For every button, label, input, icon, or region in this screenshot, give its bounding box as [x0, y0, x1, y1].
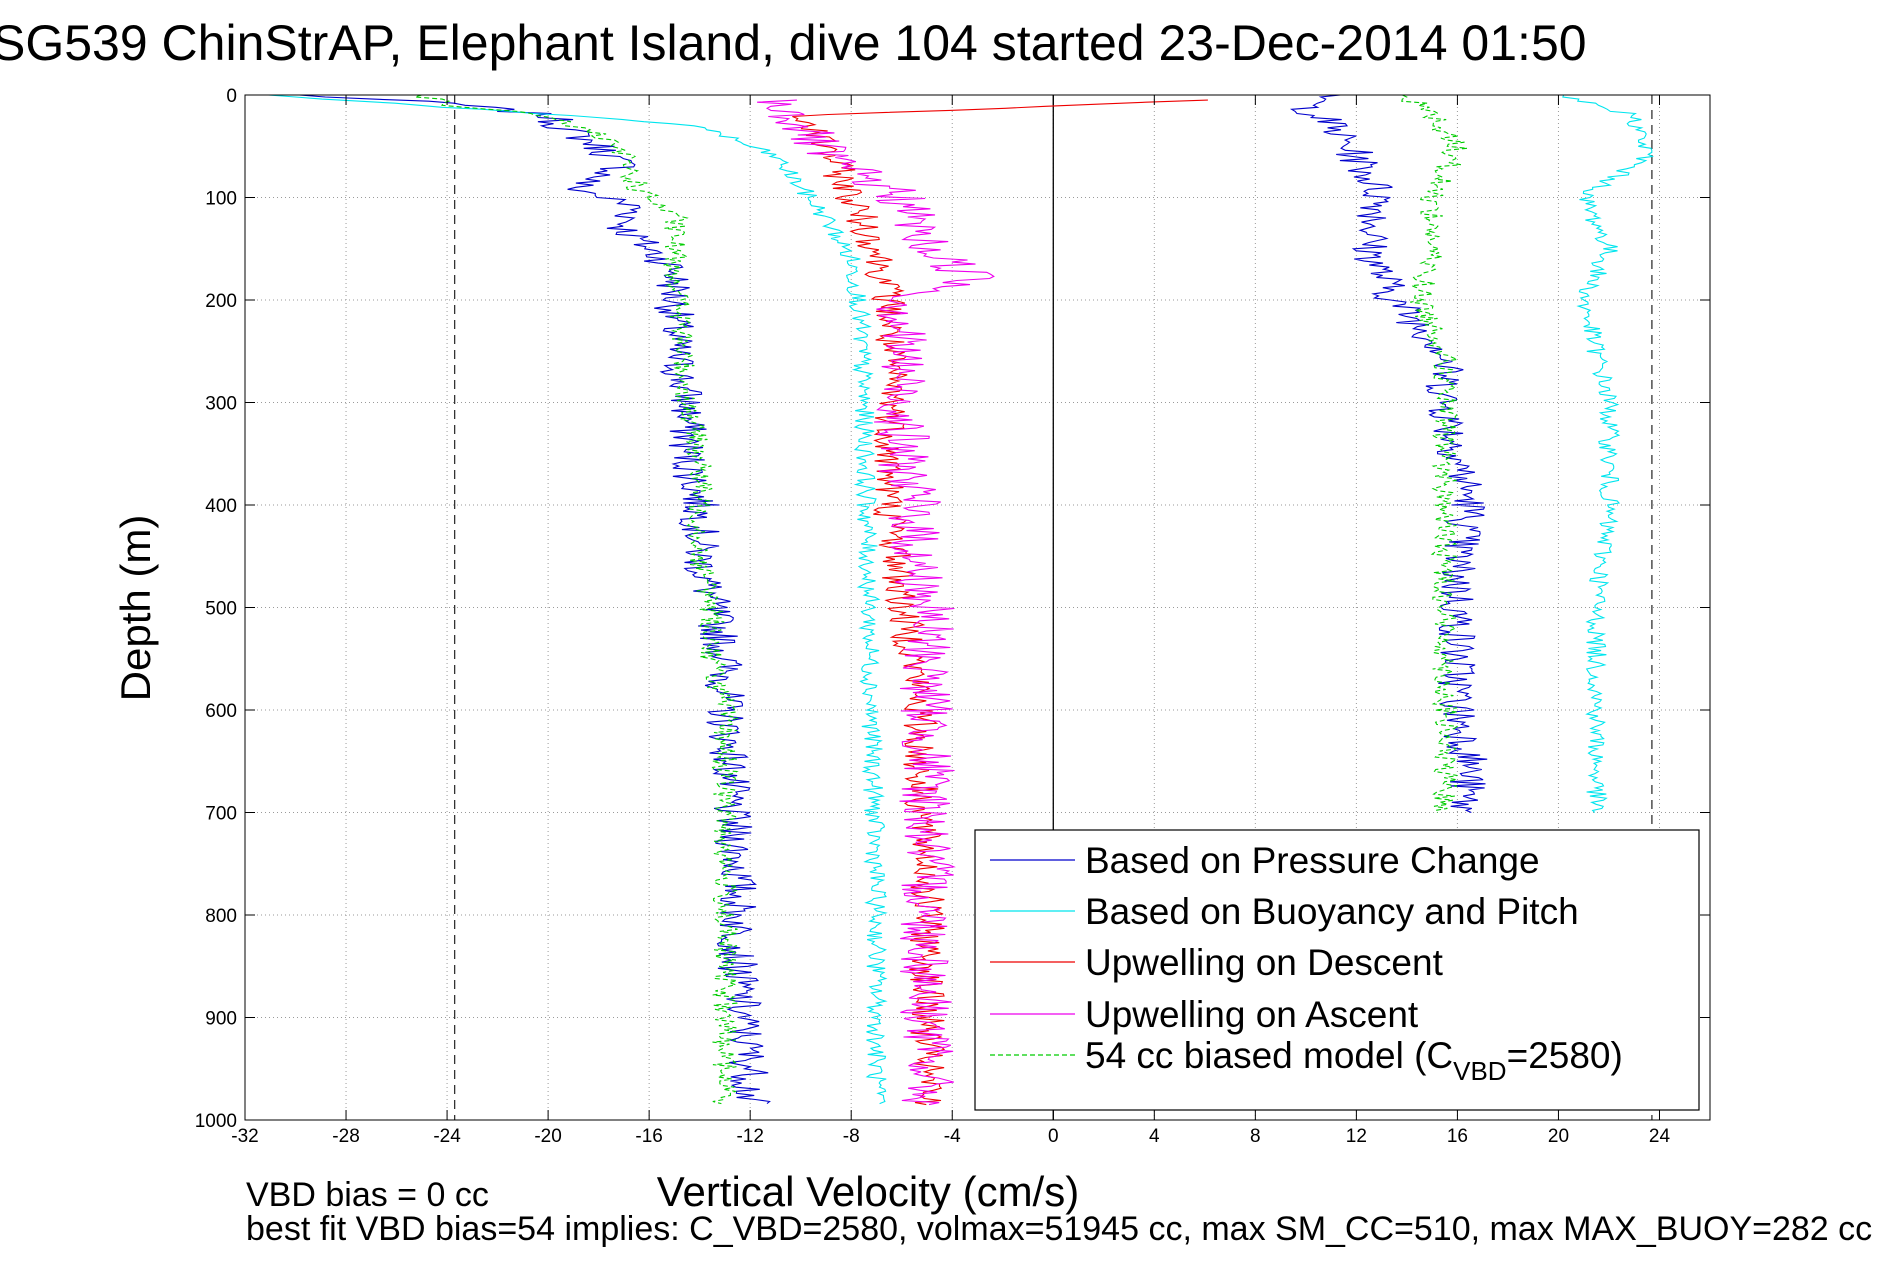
y-tick-label: 200: [205, 291, 237, 312]
legend-label: Upwelling on Descent: [1085, 942, 1444, 983]
series-line-4-segment-1: [757, 99, 995, 1106]
y-tick-label: 700: [205, 804, 237, 825]
x-axis-label: Vertical Velocity (cm/s): [657, 1168, 1079, 1215]
chart-title: SG539 ChinStrAP, Elephant Island, dive 1…: [0, 15, 1587, 71]
y-tick-label: 0: [226, 86, 237, 107]
series-layer: [268, 94, 1654, 1106]
y-tick-label: 1000: [195, 1111, 237, 1132]
legend-box: [974, 829, 1700, 1111]
series-line-3-segment-1: [792, 99, 1208, 1106]
y-axis-label: Depth (m): [112, 515, 159, 702]
y-tick-label: 900: [205, 1009, 237, 1030]
series-line-1-segment-1: [299, 94, 771, 1105]
y-tick-label: 100: [205, 189, 237, 210]
series-line-5-segment-1: [414, 94, 740, 1105]
series-line-2-segment-1: [268, 94, 888, 1105]
x-axis-ticks: -32 -28 -24 -20 -16 -12 -8 -4 0 4 8 12 16 20 24: [231, 95, 1670, 1147]
legend: Based on Pressure Change Based on Buoyanc…: [974, 829, 1700, 1111]
y-tick-label: 400: [205, 496, 237, 517]
y-tick-label: 300: [205, 394, 237, 415]
legend-label-tail: =2580): [1507, 1035, 1623, 1076]
x-tick-label: -8: [843, 1126, 860, 1147]
series-line-2-segment-2: [1562, 94, 1654, 813]
x-tick-label: 24: [1649, 1126, 1671, 1147]
legend-label-subscript: VBD: [1453, 1056, 1506, 1086]
x-tick-label: 16: [1447, 1126, 1468, 1147]
y-axis-ticks: 0 100 200 300 400 500 600 700 800 900 1000: [195, 86, 1710, 1132]
series-line-1-segment-2: [1289, 94, 1488, 814]
series-line-5-segment-2: [1401, 94, 1468, 813]
footer-line-2: best fit VBD bias=54 implies: C_VBD=2580…: [246, 1210, 1872, 1248]
y-tick-label: 800: [205, 906, 237, 927]
footer-line-1: VBD bias = 0 cc: [246, 1176, 489, 1214]
x-tick-label: -4: [944, 1126, 961, 1147]
legend-label: Based on Pressure Change: [1085, 840, 1540, 881]
x-tick-label: 4: [1149, 1126, 1160, 1147]
x-tick-label: 12: [1346, 1126, 1367, 1147]
x-tick-label: 8: [1250, 1126, 1261, 1147]
x-tick-label: -28: [332, 1126, 359, 1147]
y-tick-label: 600: [205, 701, 237, 722]
y-tick-label: 500: [205, 599, 237, 620]
x-tick-label: 0: [1048, 1126, 1059, 1147]
x-tick-label: 20: [1548, 1126, 1569, 1147]
x-tick-label: -24: [433, 1126, 461, 1147]
x-tick-label: -20: [534, 1126, 561, 1147]
x-tick-label: -12: [736, 1126, 763, 1147]
legend-label: Upwelling on Ascent: [1085, 994, 1419, 1035]
x-tick-label: -32: [231, 1126, 258, 1147]
legend-label: Based on Buoyancy and Pitch: [1085, 891, 1579, 932]
x-tick-label: -16: [635, 1126, 662, 1147]
